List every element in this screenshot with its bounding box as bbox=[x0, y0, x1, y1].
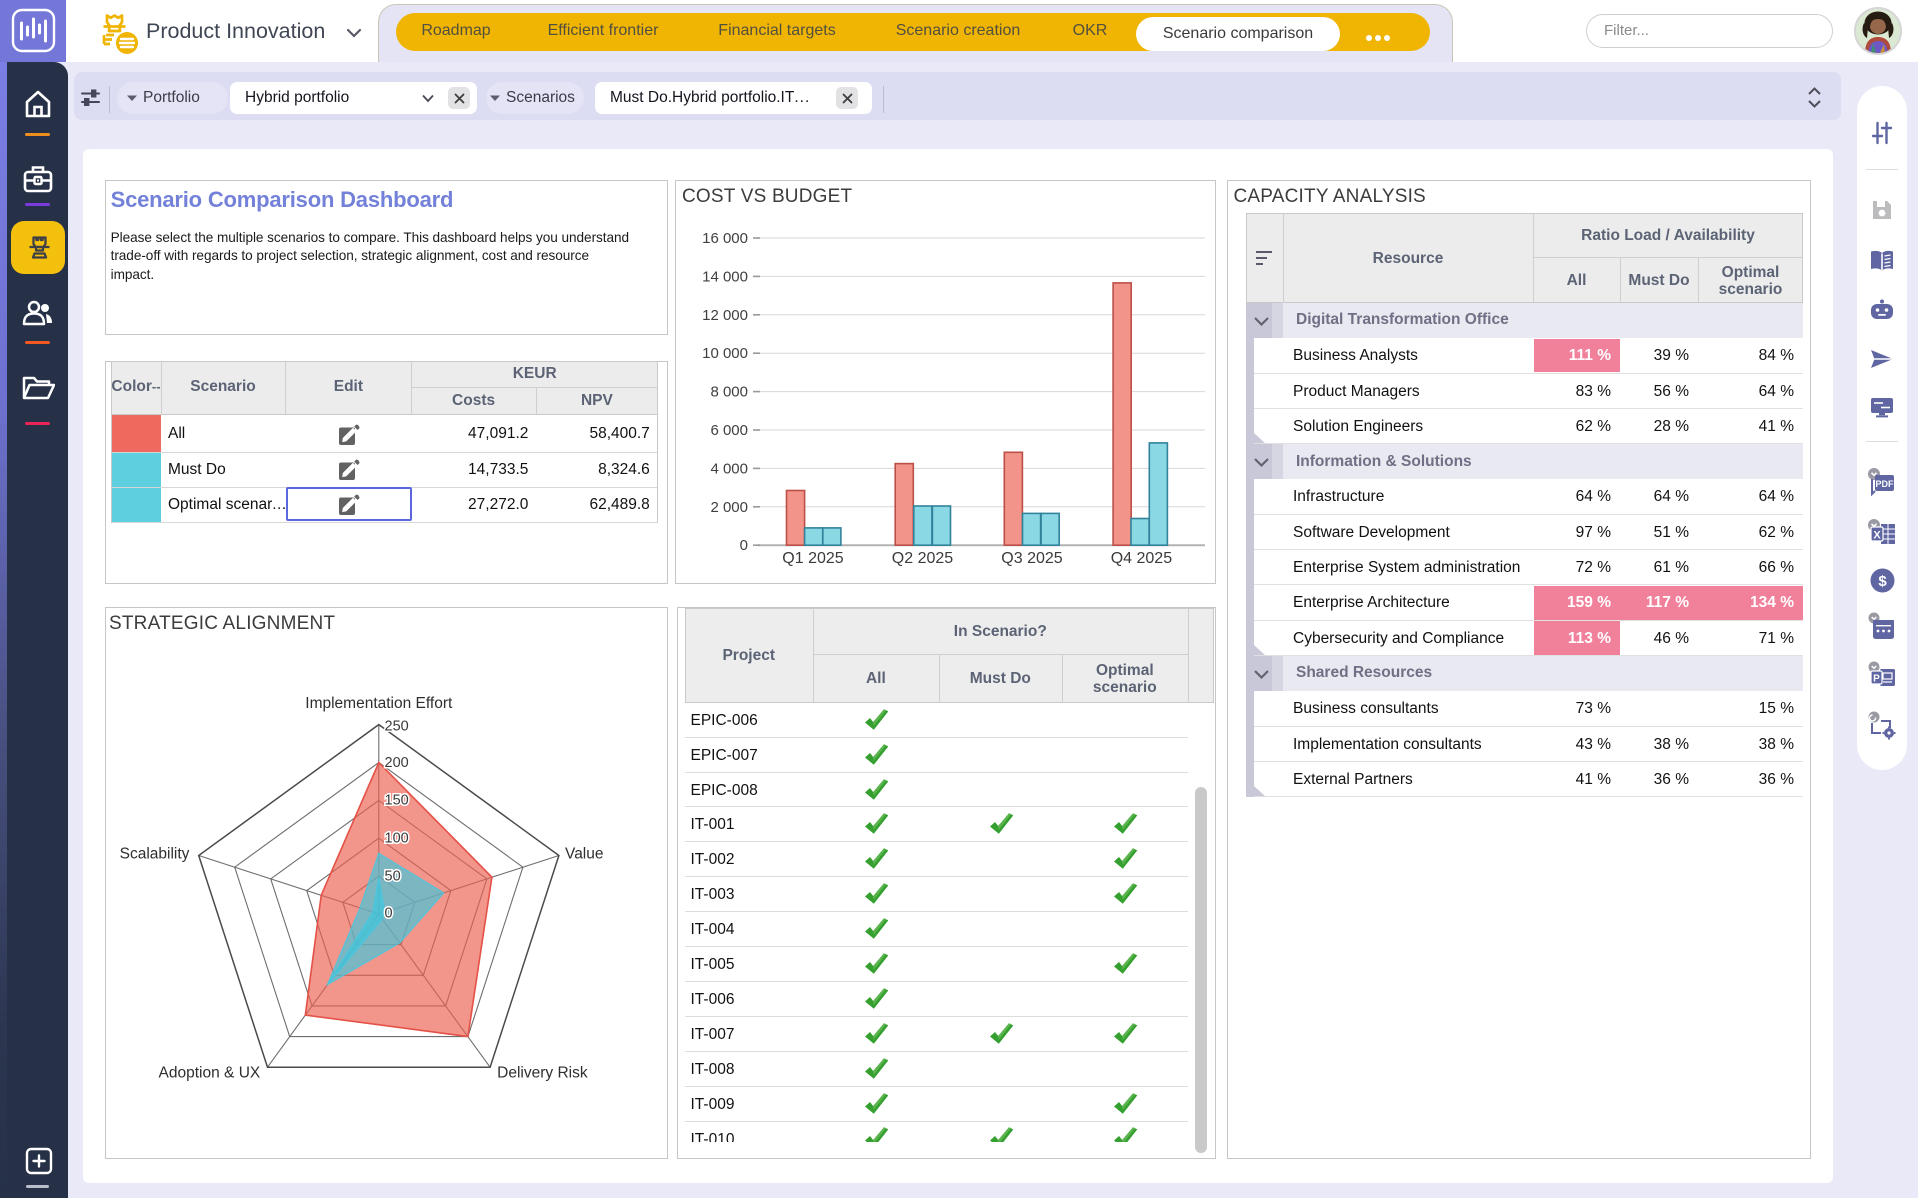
svg-text:Adoption & UX: Adoption & UX bbox=[159, 1065, 261, 1082]
svg-text:6 000: 6 000 bbox=[710, 422, 748, 439]
svg-text:Scalability: Scalability bbox=[120, 846, 190, 863]
svg-text:16 000: 16 000 bbox=[702, 230, 748, 247]
svg-text:Q4 2025: Q4 2025 bbox=[1111, 550, 1172, 567]
svg-text:150: 150 bbox=[385, 793, 409, 809]
svg-text:4 000: 4 000 bbox=[710, 460, 748, 477]
svg-text:PDF: PDF bbox=[1876, 479, 1895, 489]
svg-text:8 000: 8 000 bbox=[710, 384, 748, 401]
svg-text:100: 100 bbox=[385, 831, 409, 847]
svg-text:Q2 2025: Q2 2025 bbox=[892, 550, 953, 567]
svg-text:Delivery Risk: Delivery Risk bbox=[497, 1065, 588, 1082]
svg-text:P: P bbox=[1873, 674, 1880, 685]
svg-text:Q3 2025: Q3 2025 bbox=[1001, 550, 1062, 567]
svg-text:Q1 2025: Q1 2025 bbox=[782, 550, 843, 567]
svg-text:14 000: 14 000 bbox=[702, 268, 748, 285]
svg-text:$: $ bbox=[1878, 573, 1887, 590]
svg-text:Value: Value bbox=[565, 846, 604, 863]
svg-text:2 000: 2 000 bbox=[710, 499, 748, 516]
svg-text:250: 250 bbox=[385, 719, 409, 735]
svg-text:200: 200 bbox=[385, 755, 409, 771]
svg-text:0: 0 bbox=[385, 906, 393, 922]
svg-text:Implementation Effort: Implementation Effort bbox=[305, 695, 453, 712]
svg-text:50: 50 bbox=[385, 869, 401, 885]
svg-text:X: X bbox=[1873, 530, 1881, 542]
svg-text:12 000: 12 000 bbox=[702, 307, 748, 324]
svg-text:0: 0 bbox=[740, 537, 748, 554]
svg-text:10 000: 10 000 bbox=[702, 345, 748, 362]
